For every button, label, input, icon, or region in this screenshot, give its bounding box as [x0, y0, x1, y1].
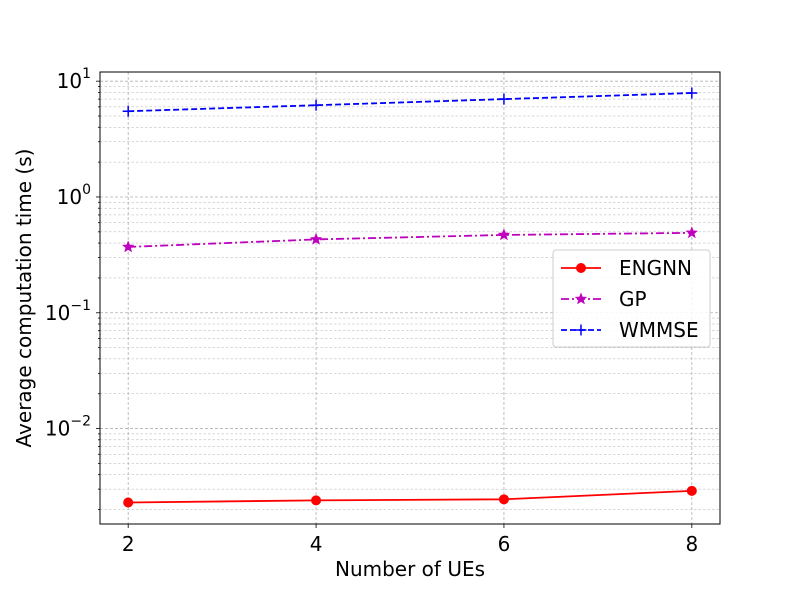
x-tick-label: 6: [498, 532, 511, 556]
data-point: [498, 494, 509, 505]
data-point: [576, 263, 586, 273]
data-point: [121, 240, 135, 253]
legend-label: GP: [619, 287, 647, 311]
x-axis-label: Number of UEs: [335, 557, 485, 581]
legend-item: ENGNN: [561, 256, 692, 280]
data-point: [686, 87, 698, 99]
legend-label: WMMSE: [619, 318, 699, 342]
x-tick-label: 2: [122, 532, 135, 556]
data-point: [310, 99, 322, 111]
legend-item: WMMSE: [561, 318, 699, 342]
plot-frame: [99, 71, 721, 525]
x-tick-label: 8: [685, 532, 698, 556]
y-tick-label: 100: [57, 182, 91, 209]
data-point: [123, 497, 134, 508]
data-point: [311, 495, 322, 506]
y-tick-label: 101: [57, 66, 91, 93]
data-point: [497, 228, 511, 241]
series-line: [128, 489, 692, 504]
series-engnn: [123, 485, 697, 508]
data-point: [686, 485, 697, 496]
series-line: [128, 231, 692, 248]
y-axis-label: Average computation time (s): [12, 149, 36, 448]
legend-box: [552, 249, 711, 348]
data-point: [122, 105, 134, 117]
series-layer: [121, 87, 699, 508]
legend-item: GP: [561, 287, 647, 311]
x-tick-label: 4: [310, 532, 323, 556]
series-gp: [121, 226, 699, 253]
legend-label: ENGNN: [619, 256, 692, 280]
series-wmmse: [122, 87, 698, 117]
data-point: [574, 292, 588, 305]
legend: ENGNN GP WMMSE: [552, 249, 711, 348]
data-point: [498, 93, 510, 105]
data-point: [309, 232, 323, 245]
y-tick-label: 10−1: [45, 298, 91, 325]
series-line: [128, 92, 692, 113]
y-tick-label: 10−2: [45, 414, 91, 441]
axes: 10−2 10−1 100 101 2 4 6 8: [45, 66, 698, 556]
data-point: [575, 324, 587, 336]
data-point: [685, 226, 699, 239]
